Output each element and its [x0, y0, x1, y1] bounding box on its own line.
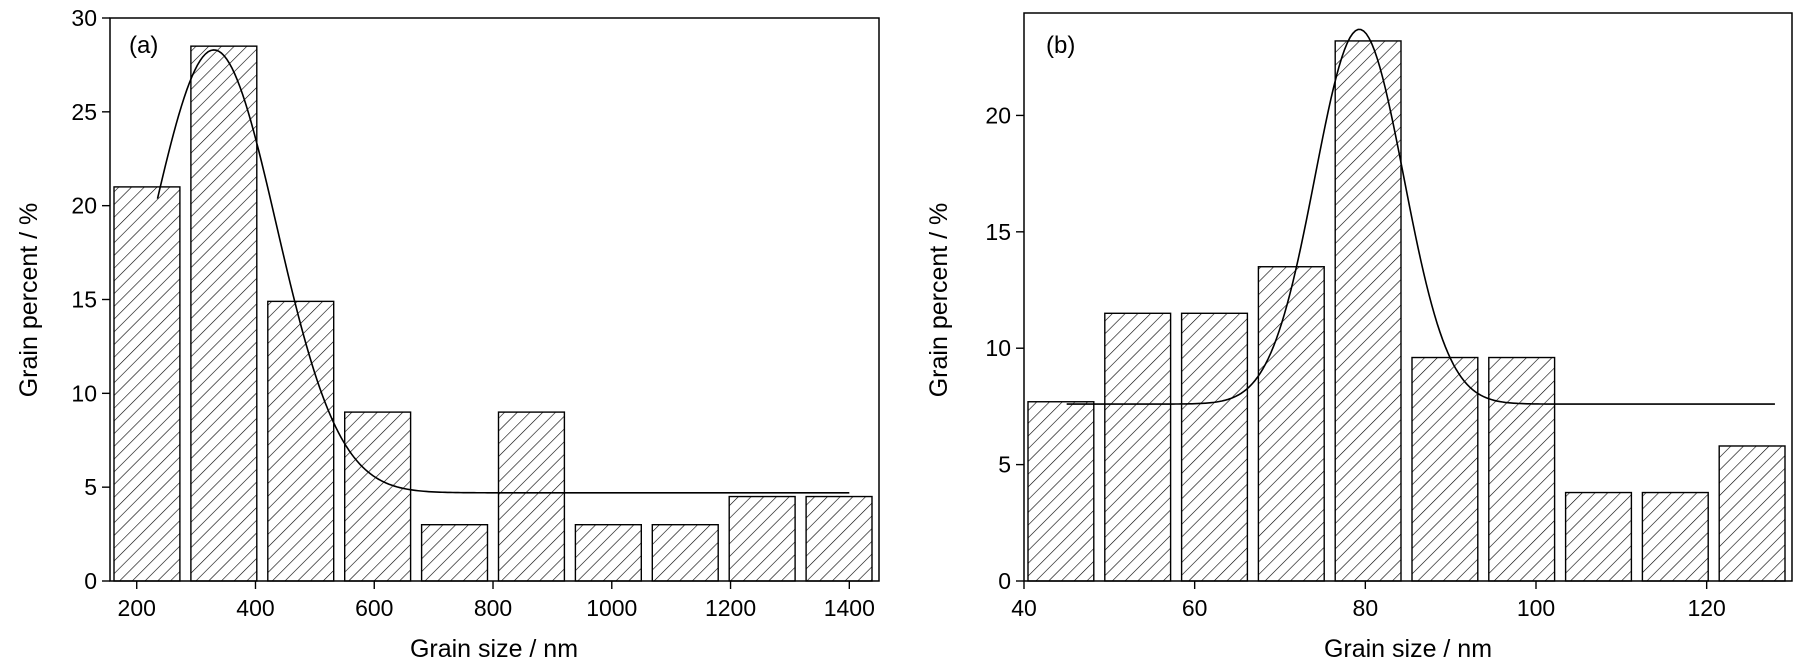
x-axis-title-b: Grain size / nm [1324, 635, 1492, 663]
x-tick-label-a-200: 200 [118, 595, 156, 621]
plot-frame-b [1023, 12, 1793, 582]
y-tick-label-b-0: 0 [998, 568, 1011, 594]
x-tick-label-b-100: 100 [1517, 595, 1555, 621]
y-tick-label-a-10: 10 [71, 380, 97, 406]
bar-a-3 [344, 411, 412, 582]
bar-b-9 [1718, 445, 1786, 582]
bar-b-7 [1564, 491, 1633, 582]
y-tick-label-a-15: 15 [71, 287, 97, 313]
y-tick-label-b-15: 15 [985, 219, 1011, 245]
y-tick-label-b-20: 20 [985, 102, 1011, 128]
x-tick-label-a-400: 400 [236, 595, 274, 621]
y-ticks-a: 0 5 10 15 20 25 30 [71, 5, 110, 594]
panel-label-a: (a) [129, 32, 158, 59]
bar-b-1 [1104, 312, 1172, 582]
x-tick-label-a-600: 600 [355, 595, 393, 621]
bar-b-5 [1411, 356, 1479, 582]
bar-a-7 [651, 524, 719, 582]
y-tick-label-a-0: 0 [84, 568, 97, 594]
x-ticks-b: 40 60 80 100 120 [1011, 581, 1726, 621]
bar-b-6 [1488, 356, 1556, 582]
panel-label-b: (b) [1046, 32, 1075, 59]
bar-b-3 [1257, 266, 1325, 582]
bar-a-1 [190, 45, 258, 582]
bar-b-0 [1027, 401, 1095, 582]
y-tick-label-a-30: 30 [71, 5, 97, 31]
bar-b-8 [1641, 491, 1709, 582]
bar-a-2 [267, 300, 335, 582]
x-tick-label-b-60: 60 [1182, 595, 1208, 621]
fit-curve-a [156, 49, 850, 494]
x-tick-label-b-80: 80 [1353, 595, 1379, 621]
bar-b-4 [1334, 40, 1402, 582]
bars-a [113, 45, 873, 582]
y-axis-title-b: Grain percent / % [925, 203, 953, 398]
x-tick-label-a-1400: 1400 [824, 595, 875, 621]
x-tick-label-a-1200: 1200 [705, 595, 756, 621]
x-tick-label-b-120: 120 [1687, 595, 1725, 621]
bars-b [1027, 40, 1786, 582]
y-tick-label-b-10: 10 [985, 335, 1011, 361]
bar-b-2 [1180, 312, 1249, 582]
x-axis-title-a: Grain size / nm [410, 635, 578, 663]
x-ticks-a: 200 400 600 800 1000 1200 1400 [118, 581, 875, 621]
y-tick-label-b-5: 5 [998, 452, 1011, 478]
y-ticks-b: 0 5 10 15 20 [985, 102, 1024, 594]
chart-a: 200 400 600 800 1000 1200 1400 0 5 10 15 20 25 30 (a… [15, 5, 880, 663]
y-tick-label-a-5: 5 [84, 474, 97, 500]
bar-a-8 [728, 495, 796, 582]
fit-curve-b [1066, 28, 1775, 405]
chart-b: 40 60 80 100 120 0 5 10 15 20 (b) Grain size / n… [925, 12, 1793, 663]
bar-a-9 [805, 495, 873, 582]
x-tick-label-b-40: 40 [1011, 595, 1037, 621]
x-tick-label-a-1000: 1000 [586, 595, 637, 621]
bar-a-5 [497, 411, 566, 582]
bar-a-6 [574, 524, 643, 582]
bar-a-0 [113, 186, 181, 582]
y-tick-label-a-20: 20 [71, 193, 97, 219]
x-tick-label-a-800: 800 [474, 595, 512, 621]
bar-a-4 [420, 524, 489, 582]
y-tick-label-a-25: 25 [71, 99, 97, 125]
y-axis-title-a: Grain percent / % [15, 203, 43, 398]
